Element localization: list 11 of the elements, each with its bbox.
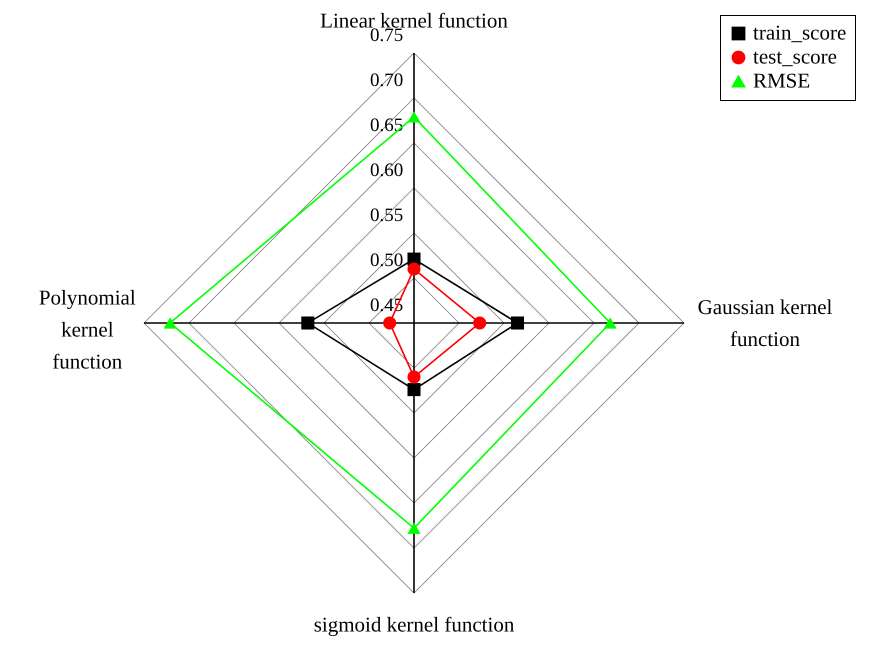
spoke-label: Polynomial kernel function	[38, 286, 136, 374]
legend-label: train_score	[753, 20, 846, 44]
y-tick-label: 0.65	[370, 114, 404, 136]
spoke-label: Gaussian kernel function	[698, 295, 833, 352]
legend-label: RMSE	[753, 68, 810, 92]
y-tick-label: 0.50	[370, 250, 404, 271]
y-tick-label: 0.60	[370, 160, 404, 181]
y-tick-label: 0.55	[370, 204, 404, 226]
y-tick-label: 0.70	[370, 70, 404, 91]
spoke-label: sigmoid kernel function	[314, 612, 515, 637]
legend-label: test_score	[753, 44, 837, 68]
